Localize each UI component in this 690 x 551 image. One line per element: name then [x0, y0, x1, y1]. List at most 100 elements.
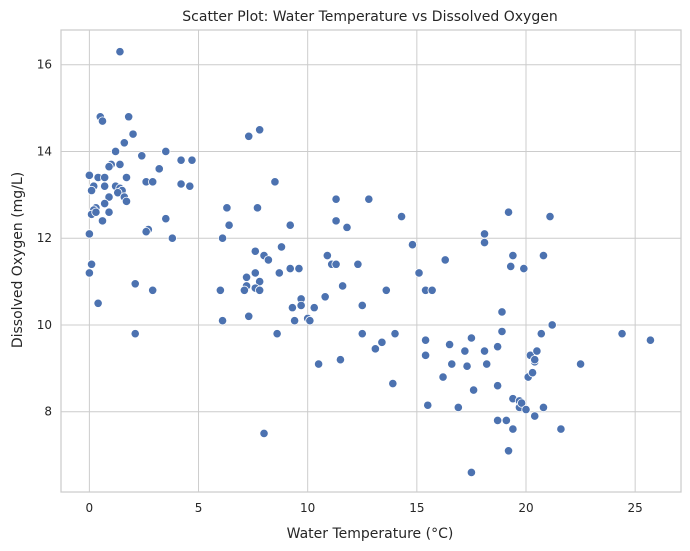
- scatter-point: [493, 342, 503, 352]
- scatter-point: [547, 320, 557, 330]
- scatter-point: [244, 311, 254, 321]
- scatter-point: [305, 316, 315, 326]
- scatter-point: [185, 181, 195, 191]
- scatter-point: [176, 155, 186, 165]
- scatter-point: [497, 326, 507, 337]
- scatter-point: [536, 329, 546, 339]
- scatter-point: [460, 346, 470, 356]
- scatter-point: [493, 415, 503, 426]
- scatter-point: [420, 350, 431, 360]
- scatter-point: [497, 307, 507, 317]
- scatter-point: [538, 402, 549, 413]
- scatter-point: [440, 255, 450, 265]
- scatter-point: [508, 250, 518, 261]
- scatter-point: [338, 281, 348, 291]
- scatter-point: [320, 292, 330, 302]
- scatter-point: [289, 316, 300, 326]
- scatter-point: [84, 268, 94, 278]
- scatter-point: [113, 188, 123, 198]
- scatter-point: [285, 263, 295, 274]
- scatter-point: [506, 261, 516, 272]
- scatter-point: [84, 170, 94, 180]
- scatter-point: [250, 268, 260, 278]
- scatter-point: [239, 285, 249, 295]
- scatter-point: [342, 222, 352, 232]
- scatter-point: [97, 216, 108, 226]
- scatter-point: [244, 131, 254, 141]
- scatter-point: [128, 129, 138, 139]
- x-tick-label: 15: [409, 501, 424, 515]
- scatter-point: [86, 259, 97, 269]
- scatter-point: [119, 138, 129, 148]
- scatter-point: [530, 355, 540, 365]
- scatter-point: [296, 300, 306, 311]
- x-tick-label: 5: [195, 501, 203, 515]
- scatter-point: [141, 227, 151, 237]
- scatter-point: [438, 372, 448, 382]
- scatter-point: [309, 303, 319, 313]
- scatter-point: [331, 216, 341, 226]
- scatter-point: [161, 146, 171, 157]
- scatter-point: [176, 179, 186, 189]
- scatter-point: [100, 198, 110, 209]
- scatter-point: [115, 159, 125, 170]
- scatter-point: [414, 268, 424, 278]
- scatter-point: [272, 329, 282, 339]
- scatter-point: [93, 298, 103, 308]
- scatter-point: [447, 359, 457, 369]
- scatter-point: [86, 185, 97, 196]
- scatter-point: [252, 203, 263, 213]
- scatter-point: [217, 316, 228, 326]
- y-axis-label: Dissolved Oxygen (mg/L): [10, 172, 26, 348]
- scatter-point: [130, 279, 140, 289]
- scatter-point: [645, 335, 656, 345]
- scatter-point: [530, 411, 540, 421]
- scatter-point: [575, 359, 586, 369]
- scatter-point: [396, 211, 407, 222]
- scatter-point: [154, 164, 164, 174]
- x-tick-labels: 0 5 10 15 20 25: [86, 501, 643, 515]
- scatter-point: [148, 285, 158, 295]
- y-tick-label: 14: [37, 144, 52, 158]
- x-axis-label: Water Temperature (°C): [287, 526, 454, 542]
- scatter-point: [100, 172, 110, 183]
- scatter-point: [357, 300, 367, 311]
- scatter-point: [331, 194, 341, 204]
- scatter-point: [479, 229, 490, 239]
- grid-lines: [61, 30, 681, 492]
- scatter-point: [148, 177, 158, 187]
- scatter-point: [364, 194, 374, 204]
- scatter-point: [250, 246, 260, 256]
- scatter-point: [97, 116, 108, 126]
- scatter-point: [407, 240, 418, 250]
- x-tick-label: 20: [518, 501, 533, 515]
- scatter-point: [121, 196, 132, 206]
- scatter-point: [501, 415, 511, 426]
- scatter-point: [469, 385, 479, 395]
- y-tick-label: 16: [37, 58, 52, 72]
- scatter-point: [357, 329, 367, 339]
- y-tick-label: 12: [37, 231, 52, 245]
- scatter-point: [617, 329, 627, 339]
- scatter-point: [124, 112, 134, 122]
- scatter-point: [482, 359, 492, 369]
- scatter-point: [423, 400, 433, 410]
- scatter-point: [167, 233, 177, 243]
- scatter-point: [255, 285, 265, 295]
- scatter-point: [287, 303, 298, 313]
- scatter-point: [420, 335, 431, 345]
- scatter-point: [556, 424, 566, 434]
- scatter-point: [377, 337, 387, 347]
- scatter-point: [390, 329, 400, 339]
- scatter-point: [519, 263, 529, 274]
- scatter-point: [353, 259, 363, 269]
- scatter-point: [388, 378, 398, 389]
- scatter-point: [241, 272, 252, 282]
- scatter-point: [322, 250, 332, 261]
- scatter-point: [466, 333, 477, 343]
- scatter-point: [370, 344, 380, 354]
- scatter-point: [508, 424, 518, 434]
- scatter-point: [276, 242, 287, 252]
